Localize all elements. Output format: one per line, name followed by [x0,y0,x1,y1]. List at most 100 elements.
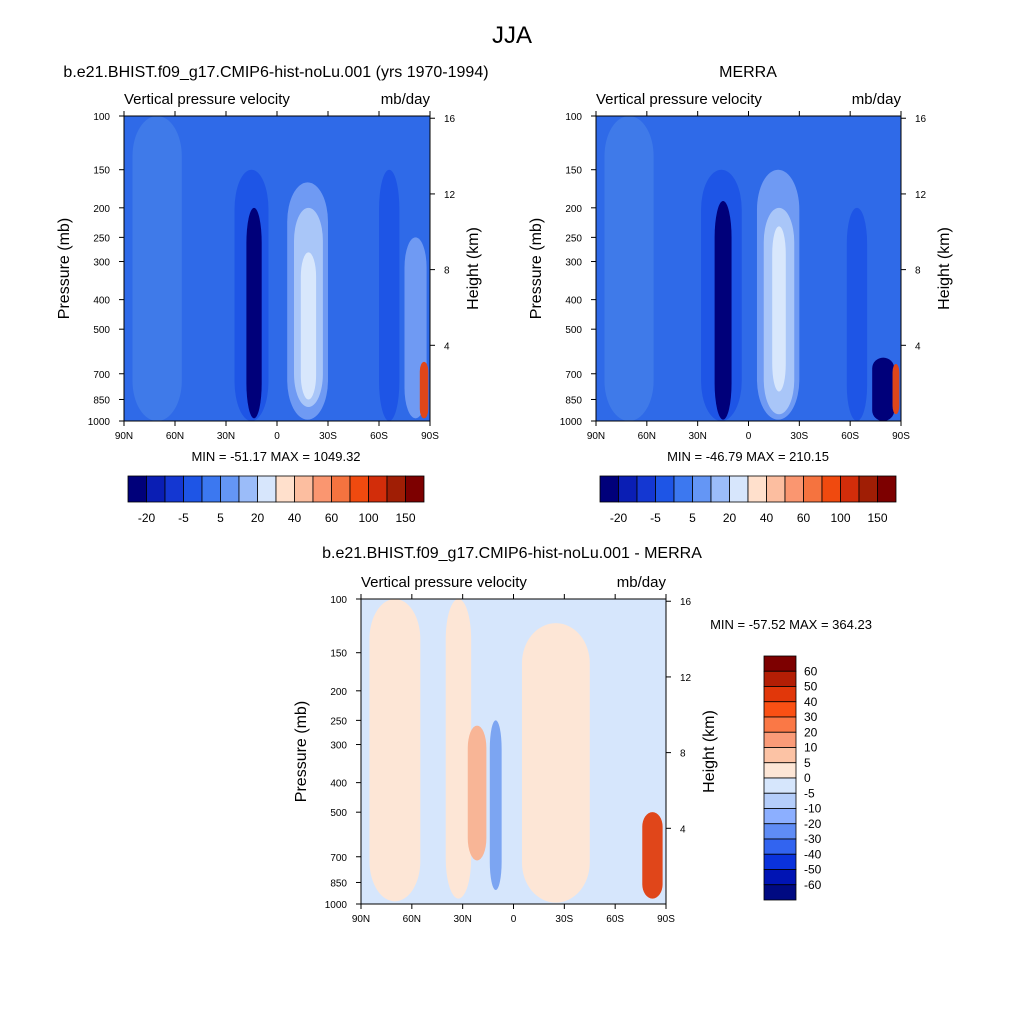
colorbar-swatch [729,475,749,503]
colorbar-swatch [858,475,878,503]
y-tick-label: 850 [93,395,110,406]
colorbar-swatch [146,475,166,503]
x-tick-label: 30S [319,431,337,442]
x-tick-label: 60N [403,914,421,925]
colorbar-swatch [747,475,767,503]
y-right-tick-label: 4 [680,824,686,835]
y-tick-label: 250 [330,716,347,727]
contour-field [361,599,666,904]
y-right-tick-label: 8 [444,266,450,277]
colorbar-swatch [763,792,797,809]
colorbar-swatch [763,838,797,855]
y-tick-label: 500 [330,808,347,819]
colorbar-label: 5 [804,756,811,770]
colorbar-swatch [386,475,406,503]
y-tick-label: 100 [93,112,110,123]
colorbar-swatch [763,869,797,886]
colorbar-label: -10 [804,802,822,816]
y-right-tick-label: 16 [680,597,692,608]
y-tick-label: 700 [93,370,110,381]
y-tick-label: 200 [93,204,110,215]
y-tick-label: 700 [330,853,347,864]
x-tick-label: 90S [421,431,439,442]
y-tick-label: 300 [565,258,582,269]
colorbar-label: -50 [804,863,822,877]
colorbar: -20 -5 5 20 40 60 100 150 [599,475,897,525]
colorbar-swatch [840,475,860,503]
colorbar-swatch [655,475,675,503]
colorbar-swatch [618,475,638,503]
colorbar-swatch [238,475,258,503]
panel-title: b.e21.BHIST.f09_g17.CMIP6-hist-noLu.001 … [322,545,702,562]
panel-title: b.e21.BHIST.f09_g17.CMIP6-hist-noLu.001 … [63,64,488,81]
panel-right-subtitle: mb/day [852,91,902,108]
colorbar-label: 10 [804,741,818,755]
colorbar-swatch [257,475,277,503]
contour-field [596,116,901,421]
x-tick-label: 60S [370,431,388,442]
x-tick-label: 90N [352,914,370,925]
y-right-axis-label: Height (km) [465,227,482,310]
colorbar-label: -5 [804,786,815,800]
contour-region-8 [642,812,663,899]
colorbar: -20 -5 5 20 40 60 100 150 [127,475,425,525]
y-tick-label: 100 [565,112,582,123]
y-tick-label: 400 [93,296,110,307]
colorbar-swatch [763,670,797,687]
contour-region-6 [489,720,502,891]
colorbar-swatch [368,475,388,503]
contour-region-1 [604,116,654,421]
y-tick-label: 400 [330,779,347,790]
x-tick-label: 90S [892,431,910,442]
panel-left-subtitle: Vertical pressure velocity [596,91,762,108]
contour-region-5 [467,725,487,861]
colorbar-swatch [821,475,841,503]
y-tick-label: 100 [330,595,347,606]
panel-title: MERRA [719,64,777,81]
y-right-tick-label: 12 [444,190,456,201]
y-right-axis-label: Height (km) [701,710,718,793]
contour-region-2 [369,599,421,902]
colorbar-swatch [784,475,804,503]
x-tick-label: 30N [688,431,706,442]
colorbar-swatch [763,686,797,703]
colorbar-label: -40 [804,847,822,861]
colorbar-swatch [673,475,693,503]
x-tick-label: 90N [587,431,605,442]
y-tick-label: 150 [93,166,110,177]
colorbar-label: 50 [804,680,818,694]
y-axis-label: Pressure (mb) [528,218,545,319]
colorbar-swatch [803,475,823,503]
y-right-tick-label: 4 [915,341,921,352]
contour-region-1 [132,116,182,421]
colorbar-swatch [312,475,332,503]
x-tick-label: 0 [511,914,517,925]
colorbar-label: -5 [650,511,661,525]
colorbar-swatch [763,701,797,718]
x-tick-label: 60S [606,914,624,925]
chart-panel-3: b.e21.BHIST.f09_g17.CMIP6-hist-noLu.001 … [293,545,872,925]
chart-panel-2: MERRA Vertical pressure velocity mb/day 90N… [528,64,953,525]
colorbar-label: 40 [760,511,774,525]
y-tick-label: 850 [330,878,347,889]
colorbar-swatch [763,853,797,870]
y-tick-label: 400 [565,296,582,307]
y-axis-label: Pressure (mb) [56,218,73,319]
colorbar-label: 20 [804,725,818,739]
contour-region-6 [772,226,786,392]
y-tick-label: 250 [565,233,582,244]
colorbar-label: 60 [804,664,818,678]
contour-region-8 [872,357,895,421]
y-right-tick-label: 4 [444,341,450,352]
colorbar-label: 5 [217,511,224,525]
x-tick-label: 60N [166,431,184,442]
colorbar-label: 40 [804,695,818,709]
colorbar-label: 60 [797,511,811,525]
contour-region-3 [714,201,732,420]
y-right-tick-label: 8 [680,749,686,760]
y-tick-label: 500 [93,325,110,336]
y-right-tick-label: 16 [444,114,456,125]
colorbar-swatch [710,475,730,503]
